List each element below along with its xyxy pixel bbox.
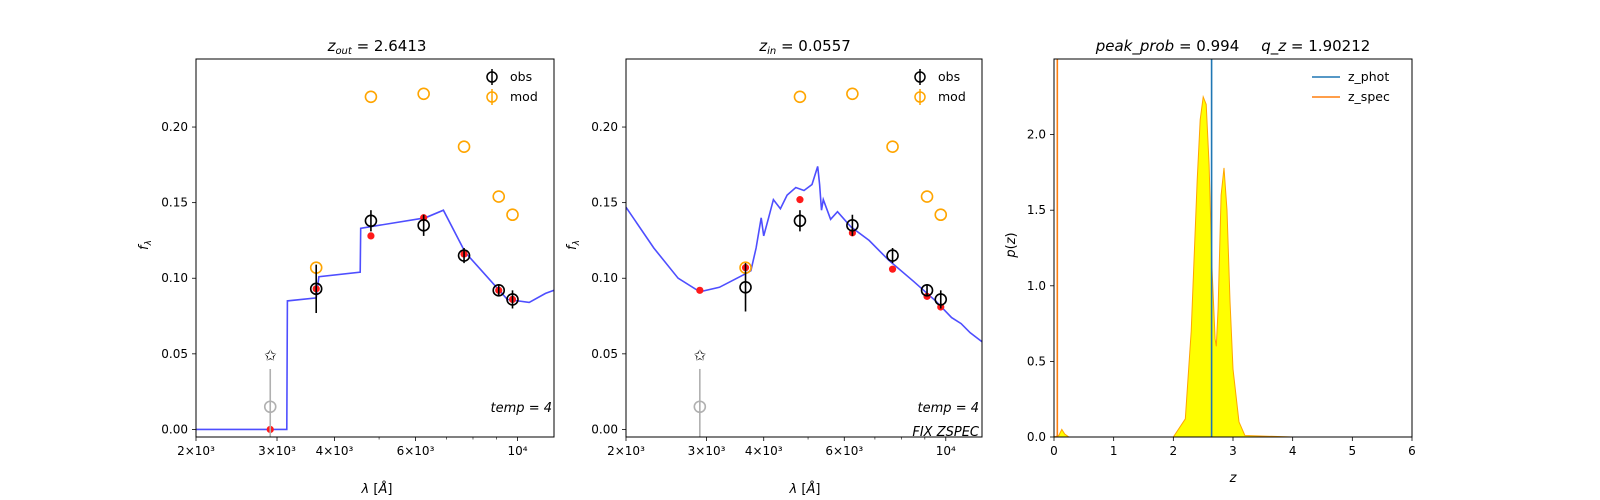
- legend-z_spec-label: z_spec: [1348, 89, 1390, 104]
- legend-obs-label: obs: [510, 69, 532, 84]
- model-photometry-point: [888, 265, 897, 273]
- x-tick-label: 3: [1229, 444, 1237, 458]
- y-tick-label: 0.05: [591, 347, 618, 361]
- x-tick-label: 3×10³: [688, 444, 726, 458]
- y-tick-label: 0.20: [161, 120, 188, 134]
- y-tick-label: 1.5: [1027, 203, 1046, 217]
- legend-mod-marker: [486, 91, 498, 103]
- obs-point: [506, 293, 519, 306]
- x-tick-label: 2: [1170, 444, 1178, 458]
- panel2-annotation-fix-zspec: FIX ZSPEC: [912, 425, 980, 440]
- panel3-ylabel: p(z): [1004, 232, 1019, 258]
- y-tick-label: 0.5: [1027, 354, 1046, 368]
- upper-limit-marker: ✩: [264, 346, 277, 364]
- template-spectrum-line: [196, 209, 554, 431]
- x-tick-label: 10⁴: [508, 444, 528, 458]
- panel2-ylabel: fλ: [565, 240, 582, 250]
- obs-point: [793, 214, 807, 228]
- mod-point: [920, 190, 934, 203]
- mod-point: [457, 140, 471, 153]
- x-tick-label: 4: [1289, 444, 1297, 458]
- x-tick-label: 5: [1349, 444, 1357, 458]
- y-tick-label: 0.15: [161, 196, 188, 210]
- mod-point: [886, 140, 899, 153]
- y-tick-label: 0.00: [591, 422, 618, 436]
- axes-frame: [625, 58, 983, 438]
- pz-area: [1054, 94, 1353, 437]
- x-tick-label: 2×10³: [607, 444, 645, 458]
- legend-mod-label: mod: [510, 89, 538, 104]
- x-tick-label: 3×10³: [258, 444, 296, 458]
- mod-point: [417, 87, 430, 101]
- x-tick-label: 6: [1408, 444, 1416, 458]
- y-tick-label: 1.0: [1027, 279, 1046, 293]
- legend-mod-marker: [914, 91, 926, 103]
- plot-layer: ✩: [626, 87, 982, 437]
- y-tick-label: 0.15: [591, 196, 618, 210]
- mod-point: [846, 87, 859, 101]
- obs-point: [934, 293, 948, 306]
- mod-point: [506, 208, 519, 222]
- plot-layer: ✩: [196, 87, 554, 437]
- y-tick-label: 0.10: [591, 271, 618, 285]
- panel1-xlabel: λ [Å]: [361, 481, 393, 497]
- legend-mod-label: mod: [938, 89, 966, 104]
- mod-point: [364, 90, 378, 104]
- x-tick-label: 6×10³: [825, 444, 863, 458]
- axes-frame: [1053, 58, 1413, 438]
- mod-point: [492, 190, 506, 203]
- mod-point: [793, 90, 807, 104]
- obs-point: [739, 281, 752, 294]
- panel-z-in: zin = 0.0557 λ [Å] fλ temp = 4 FIX ZSPEC…: [565, 37, 983, 497]
- panel3-title: peak_prob = 0.994 q_z = 1.90212: [1095, 37, 1371, 56]
- plot-layer: [1054, 59, 1353, 437]
- obs-point: [492, 284, 506, 297]
- panel2-title: zin = 0.0557: [758, 37, 851, 57]
- y-tick-label: 0.10: [161, 271, 188, 285]
- x-tick-label: 4×10³: [316, 444, 354, 458]
- y-tick-label: 0.00: [161, 422, 188, 436]
- legend-z_phot-label: z_phot: [1348, 69, 1389, 84]
- mod-point: [934, 208, 948, 222]
- y-tick-label: 0.05: [161, 347, 188, 361]
- obs-point: [417, 219, 430, 232]
- obs-point: [364, 214, 378, 228]
- obs-point: [457, 249, 471, 262]
- model-photometry-point: [367, 232, 375, 240]
- panel-z-out: zout = 2.6413 λ [Å] fλ temp = 4 ✩ 2×10³ 3×…: [137, 37, 555, 497]
- legend-obs-label: obs: [938, 69, 960, 84]
- x-tick-label: 4×10³: [745, 444, 783, 458]
- template-spectrum-line: [626, 166, 982, 343]
- panel1-ylabel: fλ: [137, 240, 154, 250]
- obs-point: [920, 284, 934, 297]
- x-tick-label: 0: [1050, 444, 1058, 458]
- obs-point: [309, 282, 323, 296]
- y-tick-label: 0.0: [1027, 430, 1046, 444]
- x-tick-label: 6×10³: [397, 444, 435, 458]
- panel1-annotation-temp: temp = 4: [491, 401, 552, 416]
- axes-frame: [195, 58, 555, 438]
- x-tick-label: 10⁴: [936, 444, 956, 458]
- x-tick-label: 1: [1110, 444, 1118, 458]
- panel2-xlabel: λ [Å]: [789, 481, 821, 497]
- panel1-title: zout = 2.6413: [327, 37, 427, 57]
- panel3-xlabel: z: [1229, 471, 1238, 486]
- upper-limit-marker: ✩: [694, 346, 707, 364]
- obs-point: [693, 400, 707, 414]
- y-tick-label: 2.0: [1027, 128, 1046, 142]
- panel-pz: peak_prob = 0.994 q_z = 1.90212 z p(z) 0 1…: [1004, 37, 1416, 486]
- obs-point: [846, 219, 859, 232]
- y-tick-label: 0.20: [591, 120, 618, 134]
- model-photometry-point: [696, 286, 704, 294]
- panel2-annotation-temp: temp = 4: [918, 401, 979, 416]
- model-photometry-point: [796, 196, 804, 204]
- legend-obs-marker: [486, 71, 498, 83]
- x-tick-label: 2×10³: [177, 444, 215, 458]
- obs-point: [263, 400, 277, 414]
- legend-obs-marker: [914, 71, 926, 83]
- obs-point: [886, 249, 899, 262]
